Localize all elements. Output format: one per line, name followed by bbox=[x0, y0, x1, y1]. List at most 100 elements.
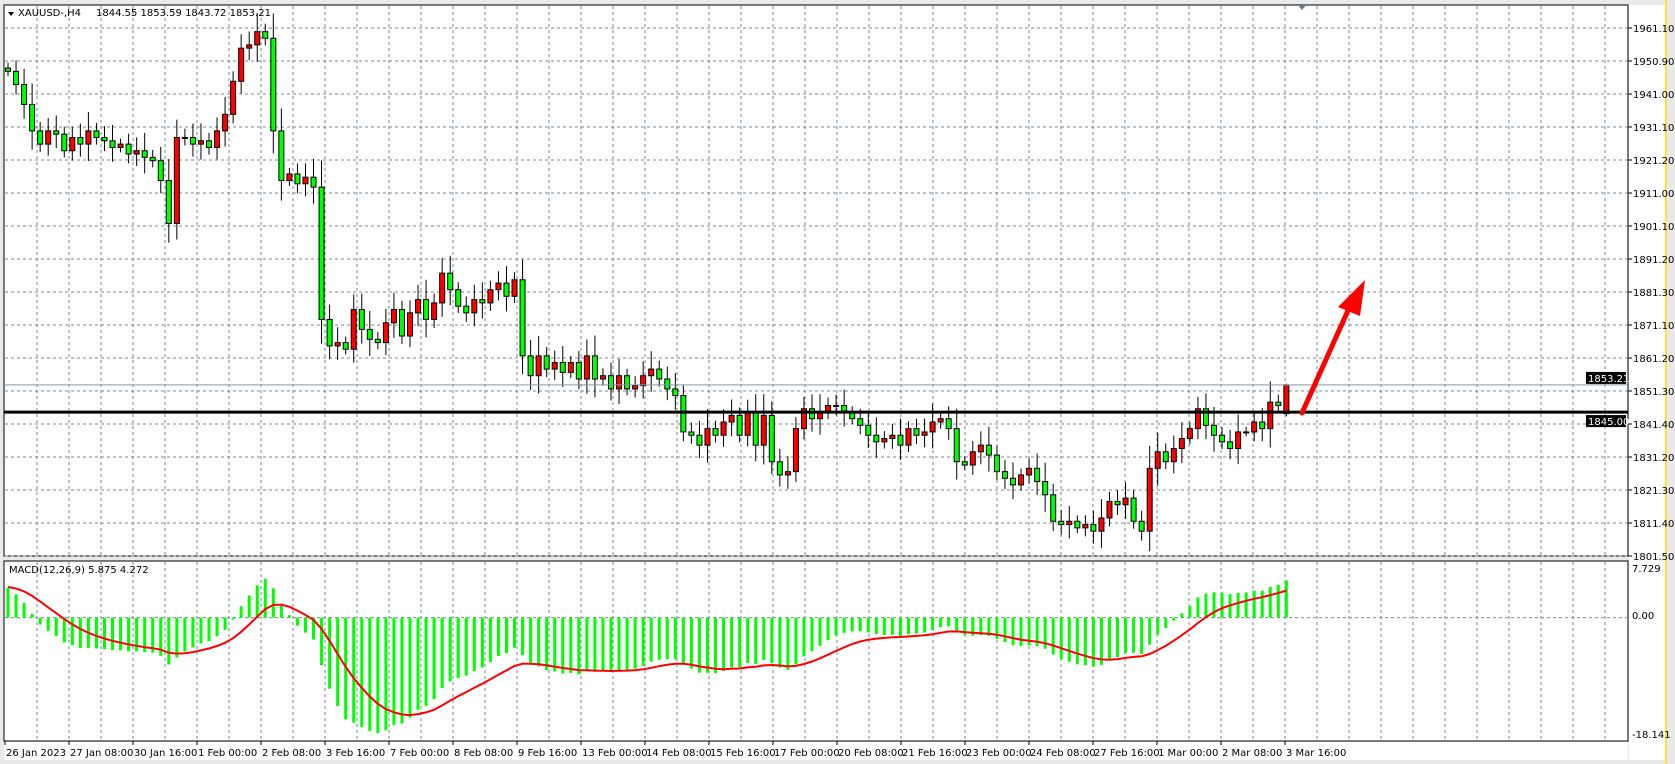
macd-histogram-bar bbox=[1236, 592, 1240, 618]
candle bbox=[800, 396, 807, 440]
macd-histogram-bar bbox=[866, 617, 870, 633]
candle bbox=[45, 117, 52, 156]
candle-body-bear bbox=[398, 309, 405, 337]
macd-histogram-bar bbox=[601, 617, 605, 672]
candle-body-bear bbox=[101, 137, 108, 142]
candle bbox=[21, 68, 28, 119]
candle bbox=[189, 123, 196, 157]
candle-body-bear bbox=[993, 454, 1000, 473]
candle-body-bull bbox=[1098, 517, 1105, 532]
candle bbox=[447, 255, 454, 306]
candle-body-bear bbox=[1010, 477, 1016, 486]
macd-histogram-bar bbox=[143, 617, 147, 652]
candle-body-bear bbox=[206, 140, 212, 148]
macd-histogram-bar bbox=[448, 617, 452, 682]
candle-body-bear bbox=[1001, 471, 1008, 479]
candle bbox=[342, 336, 349, 355]
time-label: 23 Feb 00:00 bbox=[966, 748, 1032, 759]
macd-histogram-bar bbox=[705, 617, 709, 673]
candle-body-bull bbox=[704, 428, 711, 446]
candle-body-bull bbox=[567, 361, 574, 373]
macd-histogram-bar bbox=[312, 617, 316, 640]
candle bbox=[535, 336, 542, 394]
candle bbox=[197, 123, 204, 160]
candle-body-bull bbox=[728, 414, 735, 423]
time-label: 21 Feb 16:00 bbox=[902, 748, 968, 759]
candle-body-bull bbox=[881, 438, 888, 443]
candle bbox=[1114, 490, 1121, 515]
level-label: 1845.00 bbox=[1588, 417, 1629, 428]
candle-body-bear bbox=[270, 37, 277, 132]
macd-histogram-bar bbox=[191, 617, 195, 648]
candle bbox=[246, 31, 253, 61]
candle-body-bull bbox=[350, 309, 357, 350]
candle bbox=[591, 335, 598, 398]
candle bbox=[1066, 505, 1073, 539]
candle bbox=[1122, 482, 1129, 520]
candle bbox=[1090, 510, 1097, 544]
candle-body-bull bbox=[648, 368, 655, 377]
macd-histogram-bar bbox=[1083, 617, 1087, 666]
macd-histogram-bar bbox=[513, 617, 517, 648]
candle bbox=[1050, 483, 1057, 532]
candle-body-bear bbox=[342, 342, 349, 350]
candle-body-bear bbox=[752, 411, 759, 446]
collapse-triangle-icon[interactable] bbox=[8, 12, 14, 16]
candle bbox=[109, 124, 116, 162]
candle bbox=[1034, 453, 1041, 495]
macd-histogram-bar bbox=[111, 617, 115, 651]
candle bbox=[664, 366, 671, 401]
candle bbox=[61, 126, 68, 158]
main-chart-area[interactable] bbox=[3, 4, 1629, 557]
price-label: 1861.20 bbox=[1633, 354, 1674, 365]
candle bbox=[479, 282, 486, 319]
candle-body-bull bbox=[1170, 447, 1177, 463]
candle bbox=[511, 272, 518, 303]
time-label: 2 Feb 08:00 bbox=[262, 748, 321, 759]
macd-panel[interactable] bbox=[3, 560, 1629, 742]
candle-body-bear bbox=[857, 418, 864, 426]
chart-shift-marker-icon[interactable] bbox=[1297, 4, 1307, 10]
macd-histogram-bar bbox=[882, 617, 886, 635]
candle-body-bear bbox=[1211, 424, 1217, 436]
macd-histogram-bar bbox=[119, 617, 123, 651]
candle bbox=[334, 327, 341, 360]
candle-body-bull bbox=[286, 173, 293, 182]
candle bbox=[1219, 427, 1226, 450]
candle-body-bull bbox=[495, 282, 502, 291]
candle bbox=[1130, 489, 1137, 529]
candle bbox=[173, 119, 180, 240]
candle-body-bear bbox=[672, 388, 679, 397]
macd-histogram-bar bbox=[529, 617, 533, 664]
price-label: 1841.40 bbox=[1633, 420, 1674, 431]
macd-histogram-bar bbox=[1188, 606, 1192, 618]
macd-histogram-bar bbox=[271, 588, 275, 618]
candle-body-bull bbox=[1082, 524, 1089, 529]
ohlc-readout: 1844.55 1853.59 1843.72 1853.21 bbox=[96, 8, 271, 19]
candle-body-bull bbox=[1106, 500, 1113, 519]
macd-histogram-bar bbox=[496, 617, 500, 657]
candle bbox=[463, 296, 470, 322]
candle-body-bull bbox=[616, 375, 623, 390]
candle bbox=[318, 160, 325, 344]
candle-body-bear bbox=[543, 355, 550, 370]
macd-histogram-bar bbox=[279, 603, 283, 618]
macd-histogram-bar bbox=[890, 617, 894, 635]
macd-histogram-bar bbox=[30, 613, 34, 618]
symbol-label: XAUUSD-,H4 bbox=[18, 8, 81, 19]
candle bbox=[270, 13, 277, 154]
candle-body-bear bbox=[326, 318, 333, 347]
candle-body-bear bbox=[945, 418, 952, 430]
candle-body-bear bbox=[809, 408, 815, 420]
macd-histogram-bar bbox=[898, 617, 902, 637]
macd-histogram-bar bbox=[368, 617, 372, 731]
candle bbox=[543, 346, 550, 378]
candle-body-bull bbox=[1146, 467, 1153, 532]
macd-histogram-bar bbox=[1172, 617, 1176, 621]
candle-body-bear bbox=[503, 282, 510, 297]
up-arrow-icon bbox=[1299, 280, 1365, 416]
candle bbox=[262, 23, 269, 46]
macd-histogram-bar bbox=[1003, 617, 1007, 643]
